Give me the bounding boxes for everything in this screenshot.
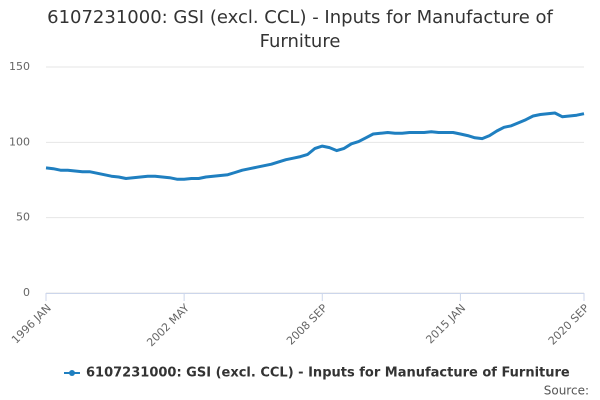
legend-symbol <box>69 370 75 376</box>
y-tick-label: 0 <box>23 286 30 299</box>
y-tick-label: 150 <box>9 60 30 73</box>
y-tick-label: 50 <box>16 211 30 224</box>
x-tick-label: 2015 JAN <box>423 302 468 347</box>
x-tick-label: 2008 SEP <box>284 301 330 347</box>
legend-label: 6107231000: GSI (excl. CCL) - Inputs for… <box>86 366 570 381</box>
y-tick-label: 100 <box>9 135 30 148</box>
series-line <box>45 111 585 181</box>
x-tick-label: 2020 SEP <box>546 301 592 347</box>
source: Source: <box>544 384 589 398</box>
x-tick-label: 2002 MAY <box>144 301 192 349</box>
chart-title: 6107231000: GSI (excl. CCL) - Inputs for… <box>47 7 553 52</box>
x-tick-label: 1996 JAN <box>9 302 54 347</box>
